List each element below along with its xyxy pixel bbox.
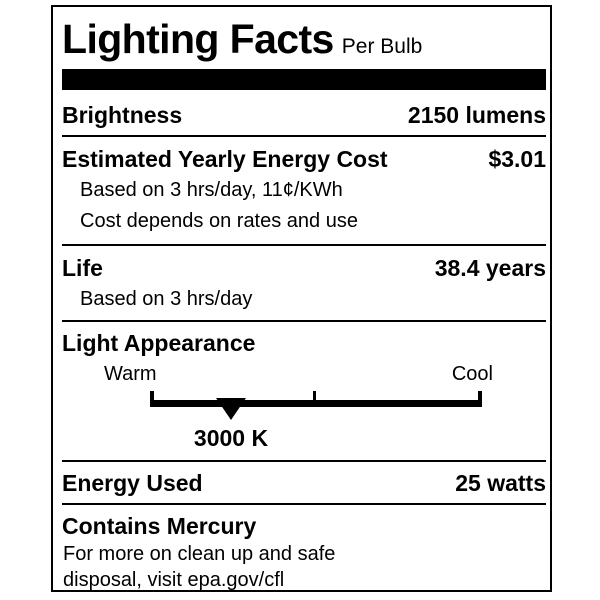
light-appearance-scale bbox=[62, 390, 546, 424]
divider-after-light-appearance bbox=[62, 460, 546, 462]
brightness-value: 2150 lumens bbox=[407, 102, 546, 128]
label-title-subtitle: Per Bulb bbox=[341, 35, 423, 58]
energy-cost-note-1: Based on 3 hrs/day, 11¢/KWh bbox=[80, 179, 343, 201]
scale-value-marker-triangle-icon bbox=[216, 398, 246, 420]
scale-cap-left bbox=[150, 391, 154, 407]
label-inner-content: Lighting Facts Per Bulb Brightness 2150 … bbox=[62, 7, 546, 591]
light-appearance-value: 3000 K bbox=[193, 425, 269, 451]
light-appearance-label: Light Appearance bbox=[62, 330, 256, 356]
scale-midpoint-tick bbox=[313, 391, 316, 407]
row-energy-cost: Estimated Yearly Energy Cost $3.01 bbox=[62, 146, 546, 173]
mercury-note-2: disposal, visit epa.gov/cfl bbox=[63, 569, 285, 591]
brightness-label: Brightness bbox=[62, 102, 183, 128]
divider-after-energy-cost bbox=[62, 244, 546, 246]
divider-after-energy-used bbox=[62, 503, 546, 505]
divider-after-life bbox=[62, 320, 546, 322]
energy-cost-label: Estimated Yearly Energy Cost bbox=[62, 146, 388, 172]
life-label: Life bbox=[62, 255, 103, 281]
label-title-main: Lighting Facts bbox=[62, 16, 334, 62]
row-light-appearance: Light Appearance bbox=[62, 330, 546, 357]
scale-cap-right bbox=[478, 391, 482, 407]
light-appearance-scale-endpoints: Warm Cool bbox=[62, 363, 546, 387]
row-energy-used: Energy Used 25 watts bbox=[62, 470, 546, 497]
mercury-note-1: For more on clean up and safe bbox=[63, 543, 336, 565]
label-title: Lighting Facts Per Bulb bbox=[62, 16, 546, 62]
mercury-label: Contains Mercury bbox=[62, 513, 257, 539]
scale-cool-label: Cool bbox=[451, 363, 493, 385]
title-divider-bar bbox=[62, 69, 546, 90]
row-contains-mercury: Contains Mercury bbox=[62, 513, 546, 540]
life-value: 38.4 years bbox=[434, 255, 546, 281]
divider-after-brightness bbox=[62, 135, 546, 137]
life-note-1: Based on 3 hrs/day bbox=[80, 288, 253, 310]
scale-warm-label: Warm bbox=[104, 363, 157, 385]
energy-used-value: 25 watts bbox=[455, 470, 546, 496]
energy-used-label: Energy Used bbox=[62, 470, 203, 496]
scale-track bbox=[150, 400, 482, 407]
lighting-facts-label: Lighting Facts Per Bulb Brightness 2150 … bbox=[51, 5, 552, 592]
row-brightness: Brightness 2150 lumens bbox=[62, 102, 546, 129]
energy-cost-note-2: Cost depends on rates and use bbox=[80, 210, 358, 232]
row-life: Life 38.4 years bbox=[62, 255, 546, 282]
energy-cost-value: $3.01 bbox=[488, 146, 546, 172]
